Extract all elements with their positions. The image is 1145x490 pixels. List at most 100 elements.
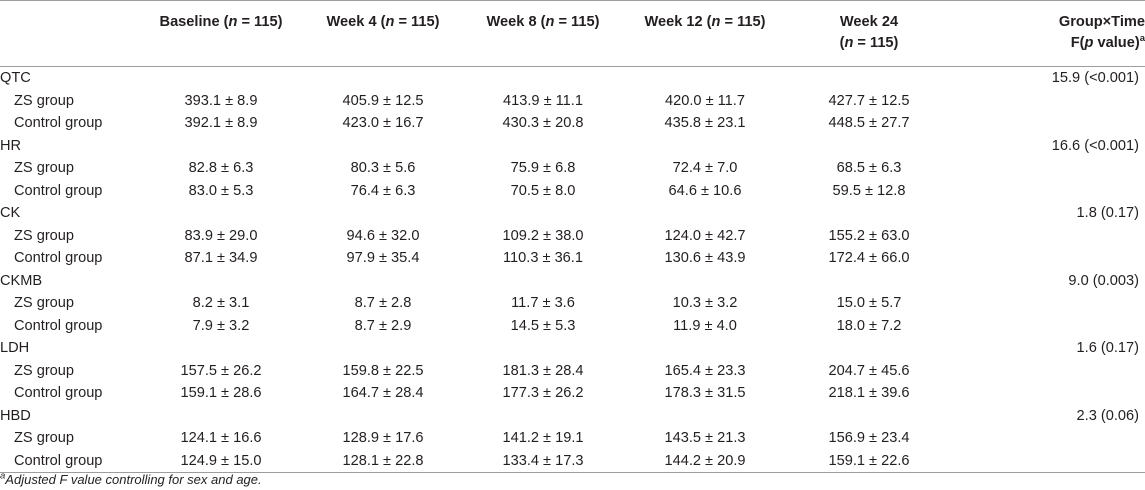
value-cell: 76.4 ± 6.3 [350, 182, 416, 199]
value-cell: 130.6 ± 43.9 [664, 250, 746, 266]
empty-cell [950, 449, 1145, 473]
value-cell: 15.0 ± 5.7 [836, 295, 902, 311]
value-cell: 11.7 ± 3.6 [511, 295, 575, 311]
group-row-hbd: HBD 2.3 (0.06) [0, 405, 1145, 428]
value-cell: 82.8 ± 6.3 [188, 160, 254, 176]
value-cell: 413.9 ± 11.1 [503, 92, 583, 109]
empty-cell [464, 67, 622, 90]
empty-cell [788, 135, 950, 158]
empty-cell [950, 427, 1145, 450]
table-row: Control group 87.1 ± 34.9 97.9 ± 35.4 110.3… [0, 247, 1145, 270]
table-row: Control group 124.9 ± 15.0 128.1 ± 22.8 133… [0, 449, 1145, 473]
value-cell: 156.9 ± 23.4 [828, 430, 910, 446]
header-week12: Week 12 (n = 115) [622, 0, 788, 67]
header-empty-cell [0, 0, 140, 67]
value-cell: 430.3 ± 20.8 [502, 115, 584, 131]
empty-cell [464, 135, 622, 158]
value-cell: 178.3 ± 31.5 [664, 385, 746, 401]
value-cell: 405.9 ± 12.5 [342, 92, 424, 109]
empty-cell [622, 135, 788, 158]
value-cell: 144.2 ± 20.9 [622, 449, 788, 473]
value-cell: 420.0 ± 11.7 [665, 92, 745, 109]
value-cell: 18.0 ± 7.2 [836, 317, 902, 334]
value-cell: 177.3 ± 26.2 [502, 385, 584, 401]
empty-cell [788, 202, 950, 225]
value-cell: 124.0 ± 42.7 [664, 227, 746, 244]
value-cell: 70.5 ± 8.0 [510, 182, 576, 199]
empty-cell [950, 382, 1145, 405]
empty-cell [464, 270, 622, 293]
value-cell: 157.5 ± 26.2 [180, 362, 262, 379]
value-cell: 83.9 ± 29.0 [184, 227, 258, 244]
header-week8: Week 8 (n = 115) [464, 0, 622, 67]
table-row: ZS group 393.1 ± 8.9 405.9 ± 12.5 413.9 ± 1… [0, 90, 1145, 113]
table-row: ZS group 8.2 ± 3.1 8.7 ± 2.8 11.7 ± 3.6 10.3… [0, 292, 1145, 315]
value-cell: 8.2 ± 3.1 [192, 295, 250, 311]
row-label: ZS group [14, 295, 75, 311]
empty-cell [302, 135, 464, 158]
group-row-hr: HR 16.6 (<0.001) [0, 135, 1145, 158]
empty-cell [788, 270, 950, 293]
value-cell: 109.2 ± 38.0 [502, 227, 584, 244]
empty-cell [140, 135, 302, 158]
value-cell: 8.7 ± 2.9 [354, 317, 412, 334]
value-cell: 11.9 ± 4.0 [673, 317, 737, 334]
value-cell: 75.9 ± 6.8 [510, 160, 576, 176]
value-cell: 7.9 ± 3.2 [192, 317, 250, 334]
row-label: ZS group [14, 430, 75, 446]
empty-cell [140, 337, 302, 360]
group-name: QTC [0, 70, 31, 86]
value-cell: 159.8 ± 22.5 [342, 362, 424, 379]
f-value-cell: 2.3 (0.06) [1076, 407, 1139, 424]
empty-cell [788, 405, 950, 428]
empty-cell [464, 202, 622, 225]
value-cell: 83.0 ± 5.3 [188, 182, 254, 199]
empty-cell [950, 225, 1145, 248]
table-header-row: Baseline (n = 115) Week 4 (n = 115) Week… [0, 0, 1145, 67]
empty-cell [950, 157, 1145, 180]
empty-cell [950, 90, 1145, 113]
value-cell: 87.1 ± 34.9 [184, 250, 258, 266]
value-cell: 68.5 ± 6.3 [836, 160, 902, 176]
value-cell: 159.1 ± 28.6 [180, 385, 262, 401]
empty-cell [302, 202, 464, 225]
group-name: CKMB [0, 272, 43, 289]
value-cell: 393.1 ± 8.9 [184, 92, 258, 109]
value-cell: 8.7 ± 2.8 [354, 295, 412, 311]
group-row-ck: CK 1.8 (0.17) [0, 202, 1145, 225]
value-cell: 165.4 ± 23.3 [664, 362, 746, 379]
value-cell: 124.9 ± 15.0 [140, 449, 302, 473]
value-cell: 155.2 ± 63.0 [828, 227, 910, 244]
group-name: LDH [0, 340, 30, 356]
header-week4: Week 4 (n = 115) [302, 0, 464, 67]
f-value-cell: 16.6 (<0.001) [1051, 137, 1139, 154]
value-cell: 97.9 ± 35.4 [346, 250, 420, 266]
row-label: Control group [14, 250, 103, 266]
table-row: Control group 83.0 ± 5.3 76.4 ± 6.3 70.5 ± … [0, 180, 1145, 203]
empty-cell [950, 315, 1145, 338]
group-row-ldh: LDH 1.6 (0.17) [0, 337, 1145, 360]
empty-cell [140, 405, 302, 428]
f-value-cell: 1.8 (0.17) [1076, 205, 1139, 221]
value-cell: 64.6 ± 10.6 [668, 182, 742, 199]
value-cell: 172.4 ± 66.0 [828, 250, 910, 266]
value-cell: 59.5 ± 12.8 [832, 182, 906, 199]
empty-cell [622, 405, 788, 428]
table-row: ZS group 83.9 ± 29.0 94.6 ± 32.0 109.2 ± 38… [0, 225, 1145, 248]
empty-cell [950, 292, 1145, 315]
value-cell: 423.0 ± 16.7 [342, 115, 424, 131]
table-row: ZS group 124.1 ± 16.6 128.9 ± 17.6 141.2 ± … [0, 427, 1145, 450]
f-value-cell: 1.6 (0.17) [1076, 340, 1139, 356]
row-label: Control group [0, 449, 140, 473]
value-cell: 72.4 ± 7.0 [672, 160, 738, 176]
table-row: Control group 392.1 ± 8.9 423.0 ± 16.7 430.… [0, 112, 1145, 135]
row-label: ZS group [14, 227, 75, 244]
empty-cell [950, 180, 1145, 203]
value-cell: 128.9 ± 17.6 [342, 430, 424, 446]
group-name: HR [0, 137, 22, 154]
value-cell: 164.7 ± 28.4 [342, 385, 424, 401]
group-row-ckmb: CKMB 9.0 (0.003) [0, 270, 1145, 293]
row-label: ZS group [14, 160, 75, 176]
value-cell: 141.2 ± 19.1 [502, 430, 584, 446]
value-cell: 94.6 ± 32.0 [346, 227, 420, 244]
